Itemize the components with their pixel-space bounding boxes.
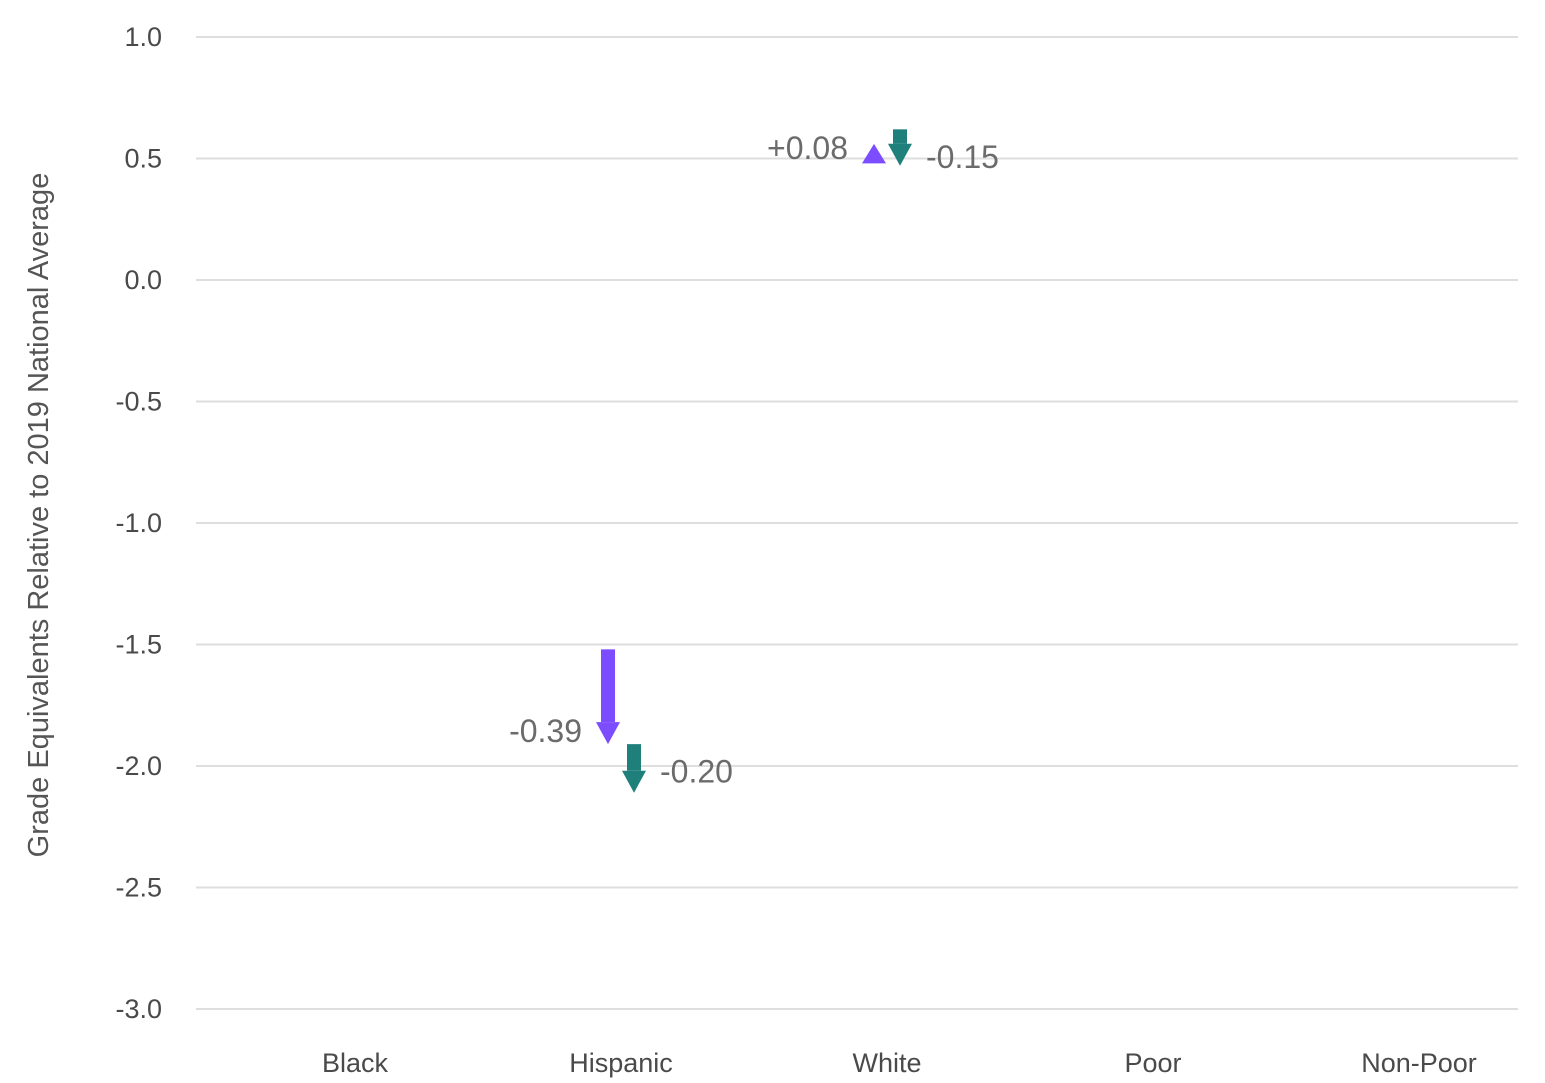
data-label: -0.39 — [509, 713, 582, 749]
y-tick-label: 0.5 — [124, 144, 162, 174]
change-arrow — [622, 744, 646, 793]
y-tick-label: -2.5 — [115, 873, 162, 903]
change-arrow — [862, 143, 886, 164]
data-label: -0.20 — [660, 754, 733, 790]
data-label: -0.15 — [926, 139, 999, 175]
data-label: +0.08 — [767, 130, 848, 166]
data-labels: -0.39 -0.20 +0.08 -0.15 — [509, 130, 999, 790]
y-tick-label: -1.5 — [115, 630, 162, 660]
arrow-head — [862, 143, 886, 164]
arrows — [596, 129, 912, 793]
x-category-label: Poor — [1124, 1048, 1181, 1078]
arrow-shaft — [627, 744, 641, 771]
arrow-head — [622, 770, 646, 793]
arrow-shaft — [601, 649, 615, 723]
y-axis-label: Grade Equivalents Relative to 2019 Natio… — [23, 173, 55, 858]
y-tick-label: 1.0 — [124, 22, 162, 52]
y-tick-label: 0.0 — [124, 265, 162, 295]
x-category-label: Black — [322, 1048, 389, 1078]
change-arrow — [888, 129, 912, 166]
arrow-head — [596, 722, 620, 745]
gridlines — [196, 36, 1518, 1010]
x-category-label: White — [852, 1048, 921, 1078]
x-category-labels: Black Hispanic White Poor Non-Poor — [322, 1048, 1477, 1078]
arrow-head — [888, 143, 912, 166]
y-tick-label: -0.5 — [115, 387, 162, 417]
y-tick-label: -2.0 — [115, 751, 162, 781]
y-tick-label: -3.0 — [115, 994, 162, 1024]
y-tick-labels: 1.0 0.5 0.0 -0.5 -1.0 -1.5 -2.0 -2.5 -3.0 — [115, 22, 162, 1024]
y-tick-label: -1.0 — [115, 508, 162, 538]
arrow-shaft — [893, 129, 907, 144]
change-arrow — [596, 649, 620, 745]
x-category-label: Hispanic — [569, 1048, 673, 1078]
x-category-label: Non-Poor — [1361, 1048, 1477, 1078]
